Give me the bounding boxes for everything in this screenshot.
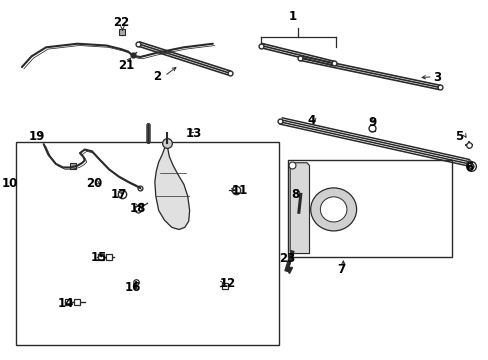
Text: 15: 15 (91, 251, 107, 264)
Text: 7: 7 (336, 263, 344, 276)
Text: 9: 9 (367, 116, 376, 129)
Text: 13: 13 (185, 127, 201, 140)
Ellipse shape (310, 188, 356, 231)
Bar (16, 142, 279, 345)
Text: 4: 4 (307, 114, 315, 127)
Text: 3: 3 (433, 71, 441, 84)
Text: 10: 10 (2, 177, 18, 190)
Text: 16: 16 (124, 281, 141, 294)
Text: 8: 8 (290, 188, 299, 201)
Text: 18: 18 (129, 202, 146, 215)
Text: 12: 12 (219, 278, 235, 291)
Ellipse shape (320, 197, 346, 222)
Text: 22: 22 (113, 16, 129, 29)
Text: 20: 20 (86, 177, 102, 190)
Text: 2: 2 (153, 69, 161, 82)
Text: 14: 14 (57, 297, 74, 310)
Text: 6: 6 (464, 161, 472, 174)
Text: 11: 11 (231, 184, 247, 197)
Text: 17: 17 (110, 188, 126, 201)
Polygon shape (155, 144, 189, 229)
Text: 21: 21 (118, 59, 134, 72)
Text: 19: 19 (28, 130, 44, 144)
Polygon shape (289, 163, 309, 253)
Text: 1: 1 (288, 10, 296, 23)
Text: 23: 23 (279, 252, 295, 265)
Bar (287, 160, 451, 257)
Text: 5: 5 (454, 130, 463, 144)
